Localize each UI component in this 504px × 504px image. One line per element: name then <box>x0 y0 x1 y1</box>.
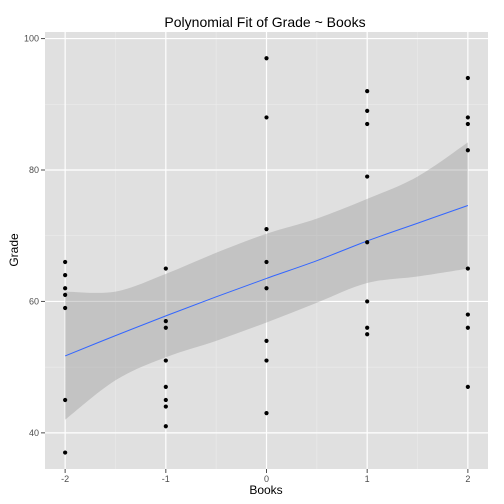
x-tick-label: -2 <box>61 474 69 484</box>
data-point <box>264 411 269 416</box>
data-point <box>465 266 470 271</box>
data-point <box>465 384 470 389</box>
data-point <box>365 332 370 337</box>
data-point <box>63 273 68 278</box>
data-point <box>365 325 370 330</box>
data-point <box>465 148 470 153</box>
data-point <box>365 174 370 179</box>
data-point <box>163 424 168 429</box>
data-point <box>163 384 168 389</box>
data-point <box>465 325 470 330</box>
x-tick-label: 0 <box>264 474 269 484</box>
x-tick-label: -1 <box>162 474 170 484</box>
data-point <box>163 404 168 409</box>
data-points <box>63 56 470 455</box>
y-tick-label: 100 <box>24 34 39 44</box>
data-point <box>264 115 269 120</box>
data-point <box>264 286 269 291</box>
y-tick-label: 80 <box>29 165 39 175</box>
data-point <box>163 358 168 363</box>
data-point <box>365 108 370 113</box>
x-axis-ticks: -2 -1 0 1 2 <box>61 469 470 484</box>
x-tick-label: 2 <box>465 474 470 484</box>
y-axis-title: Grade <box>7 233 21 267</box>
data-point <box>163 319 168 324</box>
data-point <box>264 56 269 61</box>
data-point <box>63 292 68 297</box>
data-point <box>365 240 370 245</box>
data-point <box>264 227 269 232</box>
data-point <box>63 305 68 311</box>
data-point <box>365 299 370 304</box>
data-point <box>465 75 470 81</box>
y-tick-label: 60 <box>29 296 39 306</box>
data-point <box>365 89 370 94</box>
data-point <box>63 397 68 403</box>
data-point <box>465 312 470 317</box>
data-point <box>63 450 68 455</box>
data-point <box>465 121 470 127</box>
y-tick-label: 40 <box>29 428 39 438</box>
data-point <box>63 286 68 291</box>
major-gridlines <box>45 32 488 469</box>
x-tick-label: 1 <box>365 474 370 484</box>
data-point <box>465 115 470 120</box>
fit-line <box>64 205 469 357</box>
data-point <box>264 338 269 343</box>
data-point <box>163 397 168 403</box>
data-point <box>365 121 370 127</box>
x-axis-title: Books <box>249 483 282 497</box>
data-point <box>163 325 168 330</box>
data-point <box>163 266 168 271</box>
data-point <box>63 259 68 265</box>
chart-title: Polynomial Fit of Grade ~ Books <box>164 14 365 30</box>
data-point <box>264 358 269 363</box>
confidence-band <box>65 142 468 420</box>
data-point <box>264 259 269 265</box>
y-axis-ticks: 40 60 80 100 <box>24 34 45 438</box>
